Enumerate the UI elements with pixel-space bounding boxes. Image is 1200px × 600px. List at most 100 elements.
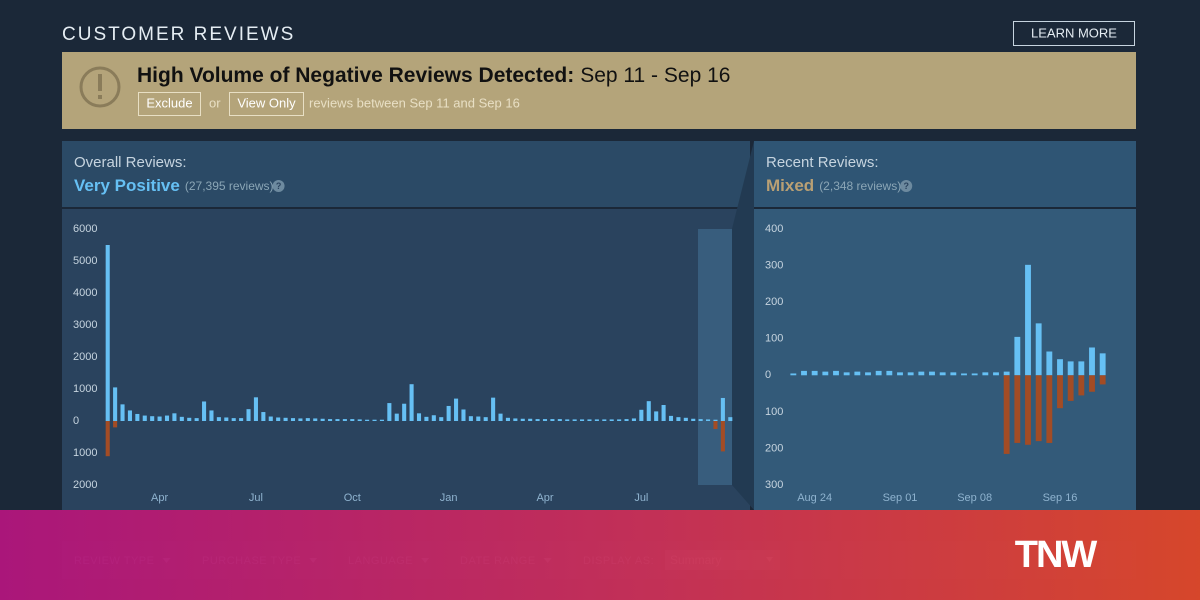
y-tick-label: 100 (765, 406, 783, 418)
bar (202, 401, 207, 421)
alert-title: High Volume of Negative Reviews Detected… (137, 64, 730, 87)
y-tick-label: 400 (765, 223, 783, 235)
bar (728, 417, 733, 421)
bar (624, 419, 629, 421)
help-icon[interactable] (900, 180, 913, 192)
bar (654, 411, 659, 421)
bar (907, 372, 914, 376)
bar (305, 418, 310, 421)
bar (698, 419, 703, 421)
y-tick-label: 3000 (73, 319, 97, 331)
bar (394, 413, 399, 421)
bar (1003, 371, 1010, 376)
review-count: (2,348 reviews) (819, 179, 901, 193)
bar (313, 418, 318, 421)
y-tick-label: 0 (765, 369, 771, 381)
bar (416, 413, 422, 421)
bar (461, 409, 466, 421)
bar (950, 372, 957, 376)
bar (1078, 361, 1085, 376)
alert-banner (62, 52, 1136, 129)
bar (1014, 336, 1021, 376)
rating-line: Mixed (2,348 reviews) (766, 176, 901, 195)
x-tick-label: Aug 24 (797, 492, 832, 504)
bar (565, 419, 570, 421)
bar (468, 416, 473, 421)
bar (283, 417, 288, 421)
bar (886, 370, 893, 376)
view-only-label[interactable]: View Only (237, 95, 296, 110)
bar (513, 418, 518, 421)
help-label[interactable]: ? (903, 181, 909, 191)
alert-dates: Sep 11 - Sep 16 (580, 64, 730, 87)
bar (520, 418, 525, 421)
bar (1057, 359, 1063, 376)
bar (298, 418, 303, 421)
bar (120, 404, 125, 421)
bar (617, 419, 622, 421)
bar (357, 419, 362, 421)
bar (929, 371, 935, 376)
learn-more-label[interactable]: LEARN MORE (1031, 25, 1117, 40)
charts: Overall Reviews: Very Positive (27,395 rev… (73, 154, 1106, 504)
x-tick-label: Sep 08 (957, 492, 992, 504)
bar (550, 419, 555, 421)
y-tick-label: 200 (765, 296, 783, 308)
bar (939, 372, 946, 376)
bar (483, 417, 488, 421)
rating: Mixed (766, 176, 814, 195)
range-connector (732, 141, 754, 510)
bar (246, 409, 251, 421)
bar (1057, 375, 1063, 409)
bar (720, 421, 725, 452)
help-icon[interactable] (272, 180, 285, 192)
bar (1035, 375, 1042, 442)
bar (150, 416, 155, 421)
y-tick-label: 1000 (73, 383, 97, 395)
x-tick-label: Sep 01 (883, 492, 918, 504)
bar (713, 419, 718, 421)
rating: Very Positive (74, 176, 180, 195)
bar (1035, 323, 1042, 376)
view-only-button[interactable] (229, 92, 304, 116)
overall-chart-area (62, 209, 750, 510)
alert-note: reviews between Sep 11 and Sep 16 (309, 95, 520, 110)
bar (790, 373, 797, 376)
learn-more-button[interactable] (1013, 21, 1135, 46)
bar (224, 417, 229, 421)
bar (1099, 353, 1106, 376)
chart-title: Overall Reviews: (74, 154, 187, 171)
bar (216, 417, 221, 421)
bar (409, 384, 414, 421)
bar (1025, 264, 1031, 376)
bar (609, 419, 614, 421)
bar (261, 412, 266, 421)
bar (961, 373, 967, 376)
bar (993, 372, 999, 376)
bar (683, 417, 688, 421)
bar (594, 419, 599, 421)
bar (535, 419, 540, 421)
overall-header (62, 141, 750, 207)
exclude-button[interactable] (138, 92, 201, 116)
recent-header (754, 141, 1136, 207)
bar (1014, 375, 1021, 443)
y-tick-label: 300 (765, 479, 783, 491)
bar (1046, 375, 1053, 443)
review-count: (27,395 reviews) (185, 179, 274, 193)
bar (843, 372, 850, 376)
bar (157, 416, 162, 421)
bar (706, 419, 711, 421)
y-tick-label: 100 (765, 333, 783, 345)
help-label[interactable]: ? (276, 181, 282, 191)
section-title: CUSTOMER REVIEWS (62, 24, 295, 45)
bar (239, 418, 244, 421)
bar (1046, 351, 1053, 376)
bar (982, 372, 989, 376)
exclude-label[interactable]: Exclude (146, 95, 192, 110)
x-tick-label: Apr (151, 492, 168, 504)
watermark-band (0, 510, 1200, 600)
bar (498, 413, 503, 421)
bar (557, 419, 562, 421)
bar (379, 419, 384, 421)
